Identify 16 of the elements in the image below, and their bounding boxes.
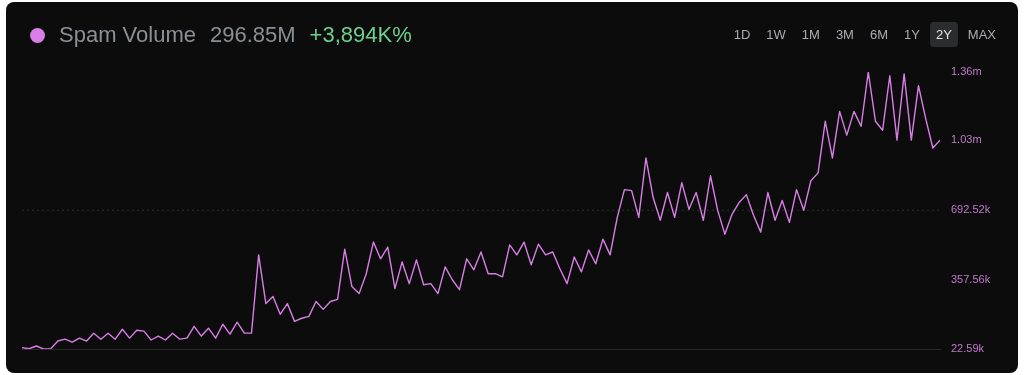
y-tick-label: 1.36m (951, 65, 982, 78)
text: 6M (868, 26, 889, 44)
text: 1W (765, 26, 787, 44)
text: 2Y (929, 22, 958, 47)
y-tick-label: 1.03m (951, 133, 982, 146)
text: 1M (800, 26, 821, 44)
chart-subtitle: 296.85M (209, 22, 296, 48)
y-tick-label: 22.59k (951, 342, 985, 355)
text: 1Y (903, 26, 921, 44)
y-tick-label: 692.52k (951, 203, 991, 216)
y-tick-label: 357.56k (951, 272, 991, 285)
text: +3,894K% (309, 22, 412, 48)
legend-label: Spam Volume (59, 22, 196, 48)
text: 1D (732, 26, 752, 44)
text: 3M (834, 26, 855, 44)
text: MAX (966, 26, 997, 44)
